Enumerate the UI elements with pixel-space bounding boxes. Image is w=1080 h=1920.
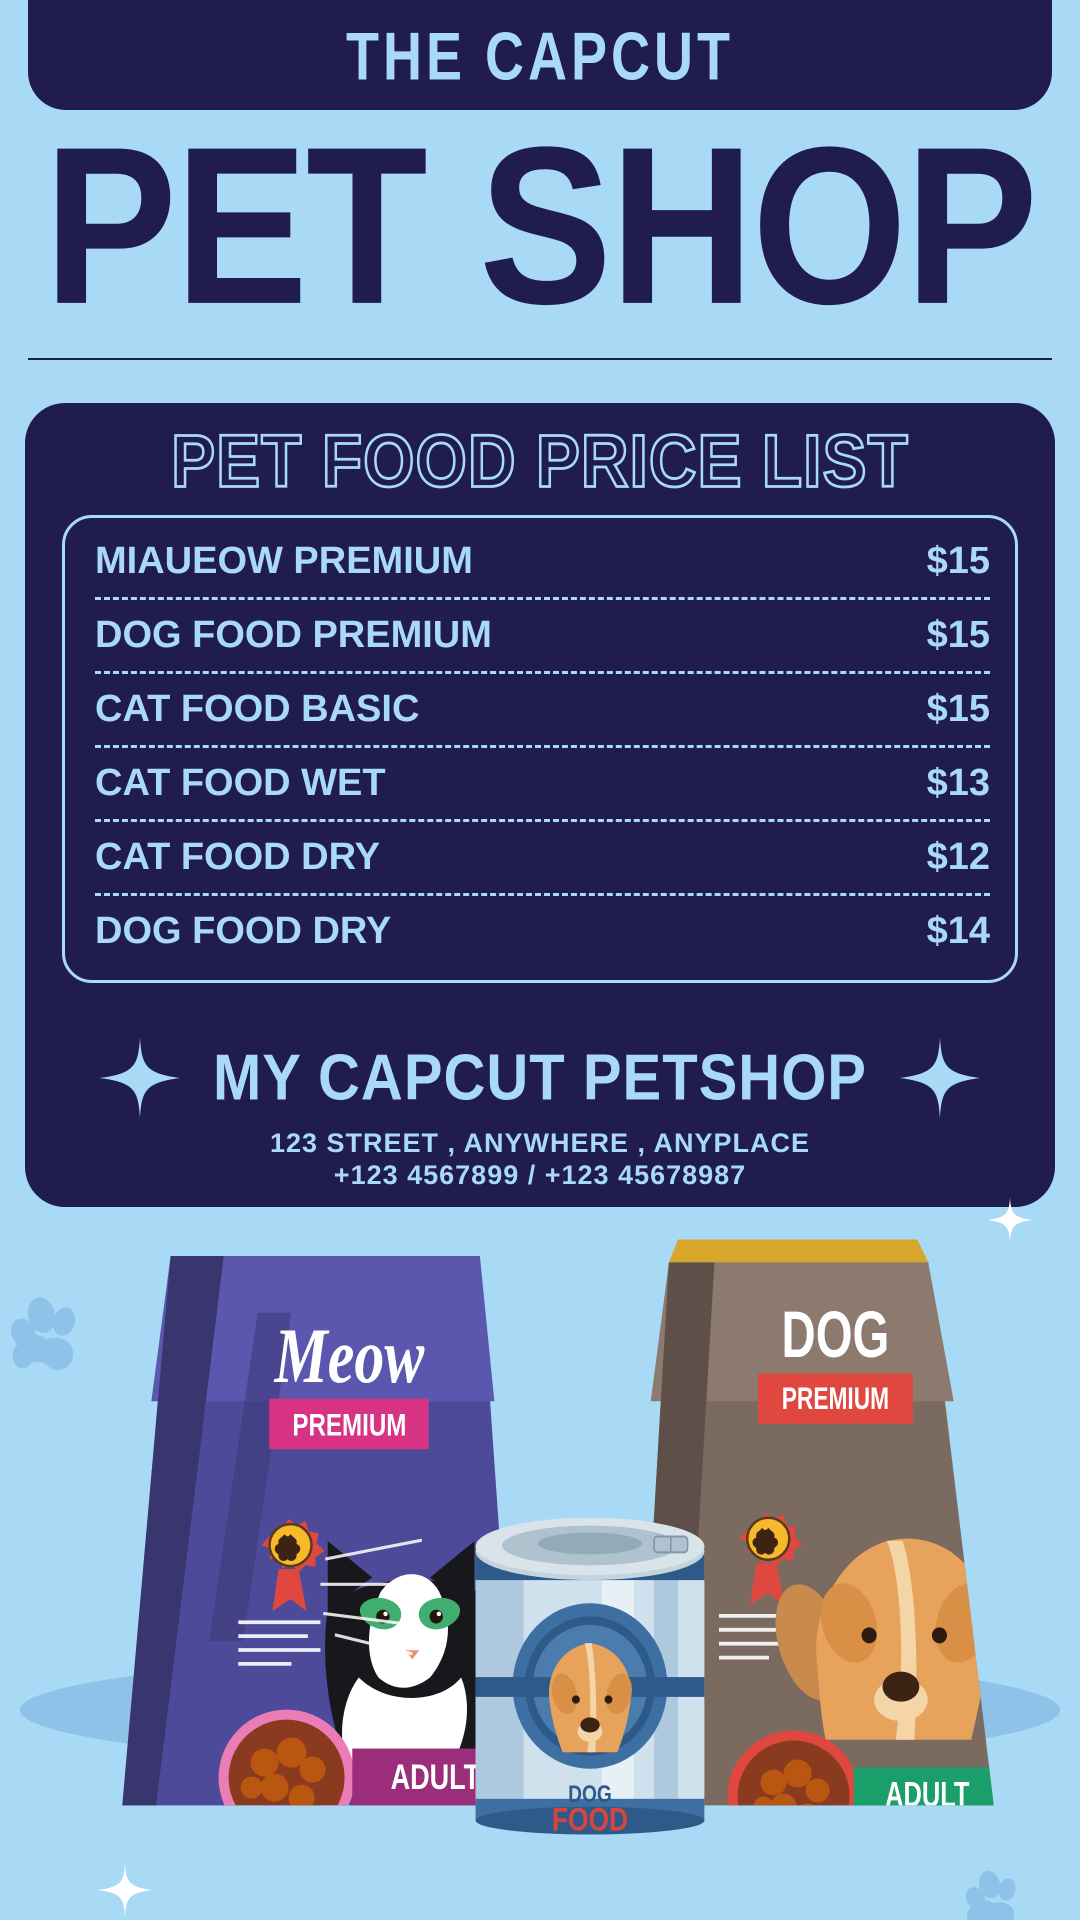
svg-text:FOOD: FOOD — [552, 1802, 628, 1838]
svg-text:100% Natural: 100% Natural — [881, 1829, 975, 1854]
svg-text:PREMIUM: PREMIUM — [292, 1407, 406, 1442]
svg-text:PREMIUM: PREMIUM — [782, 1380, 889, 1416]
svg-text:ADULT: ADULT — [885, 1775, 970, 1815]
svg-text:Meow: Meow — [274, 1314, 425, 1400]
svg-text:DOG: DOG — [782, 1298, 890, 1371]
